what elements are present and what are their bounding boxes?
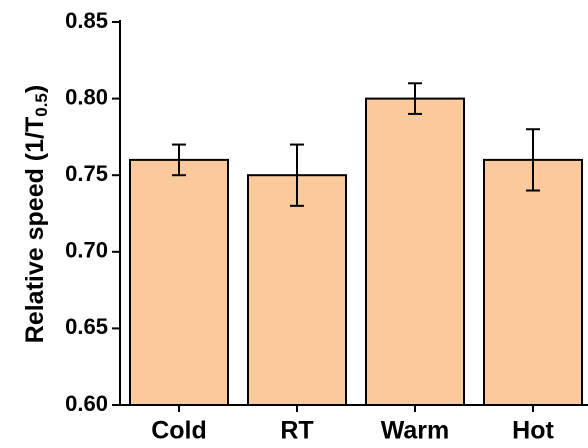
- x-tick-label: Warm: [381, 417, 450, 445]
- x-tick-label: Cold: [151, 417, 207, 445]
- y-label-end: ): [21, 85, 49, 93]
- y-tick-label: 0.65: [65, 314, 108, 339]
- y-label-main: Relative speed (1/T: [21, 117, 49, 343]
- bar: [365, 97, 465, 406]
- y-tick-label: 0.70: [65, 238, 108, 263]
- y-tick-label: 0.60: [65, 391, 108, 416]
- y-tick-label: 0.75: [65, 161, 108, 186]
- y-axis-label: Relative speed (1/T0.5): [21, 85, 52, 343]
- y-tick-label: 0.80: [65, 84, 108, 109]
- bar: [483, 158, 583, 406]
- bar: [247, 174, 347, 406]
- x-tick-label: RT: [280, 417, 313, 445]
- y-tick-label: 0.85: [65, 8, 108, 33]
- bar: [129, 158, 229, 406]
- x-tick-label: Hot: [512, 417, 554, 445]
- y-label-sub: 0.5: [32, 93, 51, 117]
